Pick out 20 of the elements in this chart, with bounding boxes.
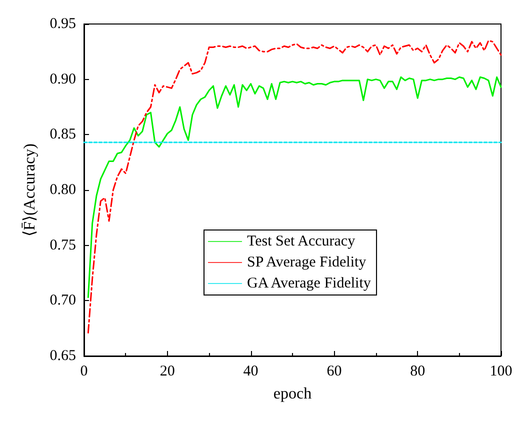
y-tick-label: 0.85 bbox=[50, 126, 76, 143]
y-tick-label: 0.70 bbox=[50, 292, 76, 309]
x-tick-label: 20 bbox=[160, 364, 175, 380]
line-series bbox=[87, 76, 502, 298]
x-tick-label: 40 bbox=[243, 364, 258, 380]
legend-label: SP Average Fidelity bbox=[247, 254, 367, 270]
y-tick-label: 0.90 bbox=[50, 71, 76, 88]
legend-label: Test Set Accuracy bbox=[247, 234, 356, 250]
legend-label: GA Average Fidelity bbox=[247, 276, 372, 292]
y-tick-label: 0.65 bbox=[50, 348, 76, 364]
y-tick-label: 0.95 bbox=[50, 16, 76, 32]
x-axis-title: epoch bbox=[273, 386, 312, 402]
y-tick-label: 0.80 bbox=[50, 182, 76, 198]
x-tick-label: 100 bbox=[490, 364, 512, 380]
x-tick-label: 80 bbox=[410, 364, 426, 380]
x-tick-label: 60 bbox=[326, 364, 342, 380]
y-axis-title: ⟨F̄⟩(Accuracy) bbox=[22, 144, 38, 236]
x-tick-label: 0 bbox=[80, 364, 88, 380]
line-series bbox=[87, 40, 502, 334]
y-tick-label: 0.75 bbox=[50, 237, 76, 254]
